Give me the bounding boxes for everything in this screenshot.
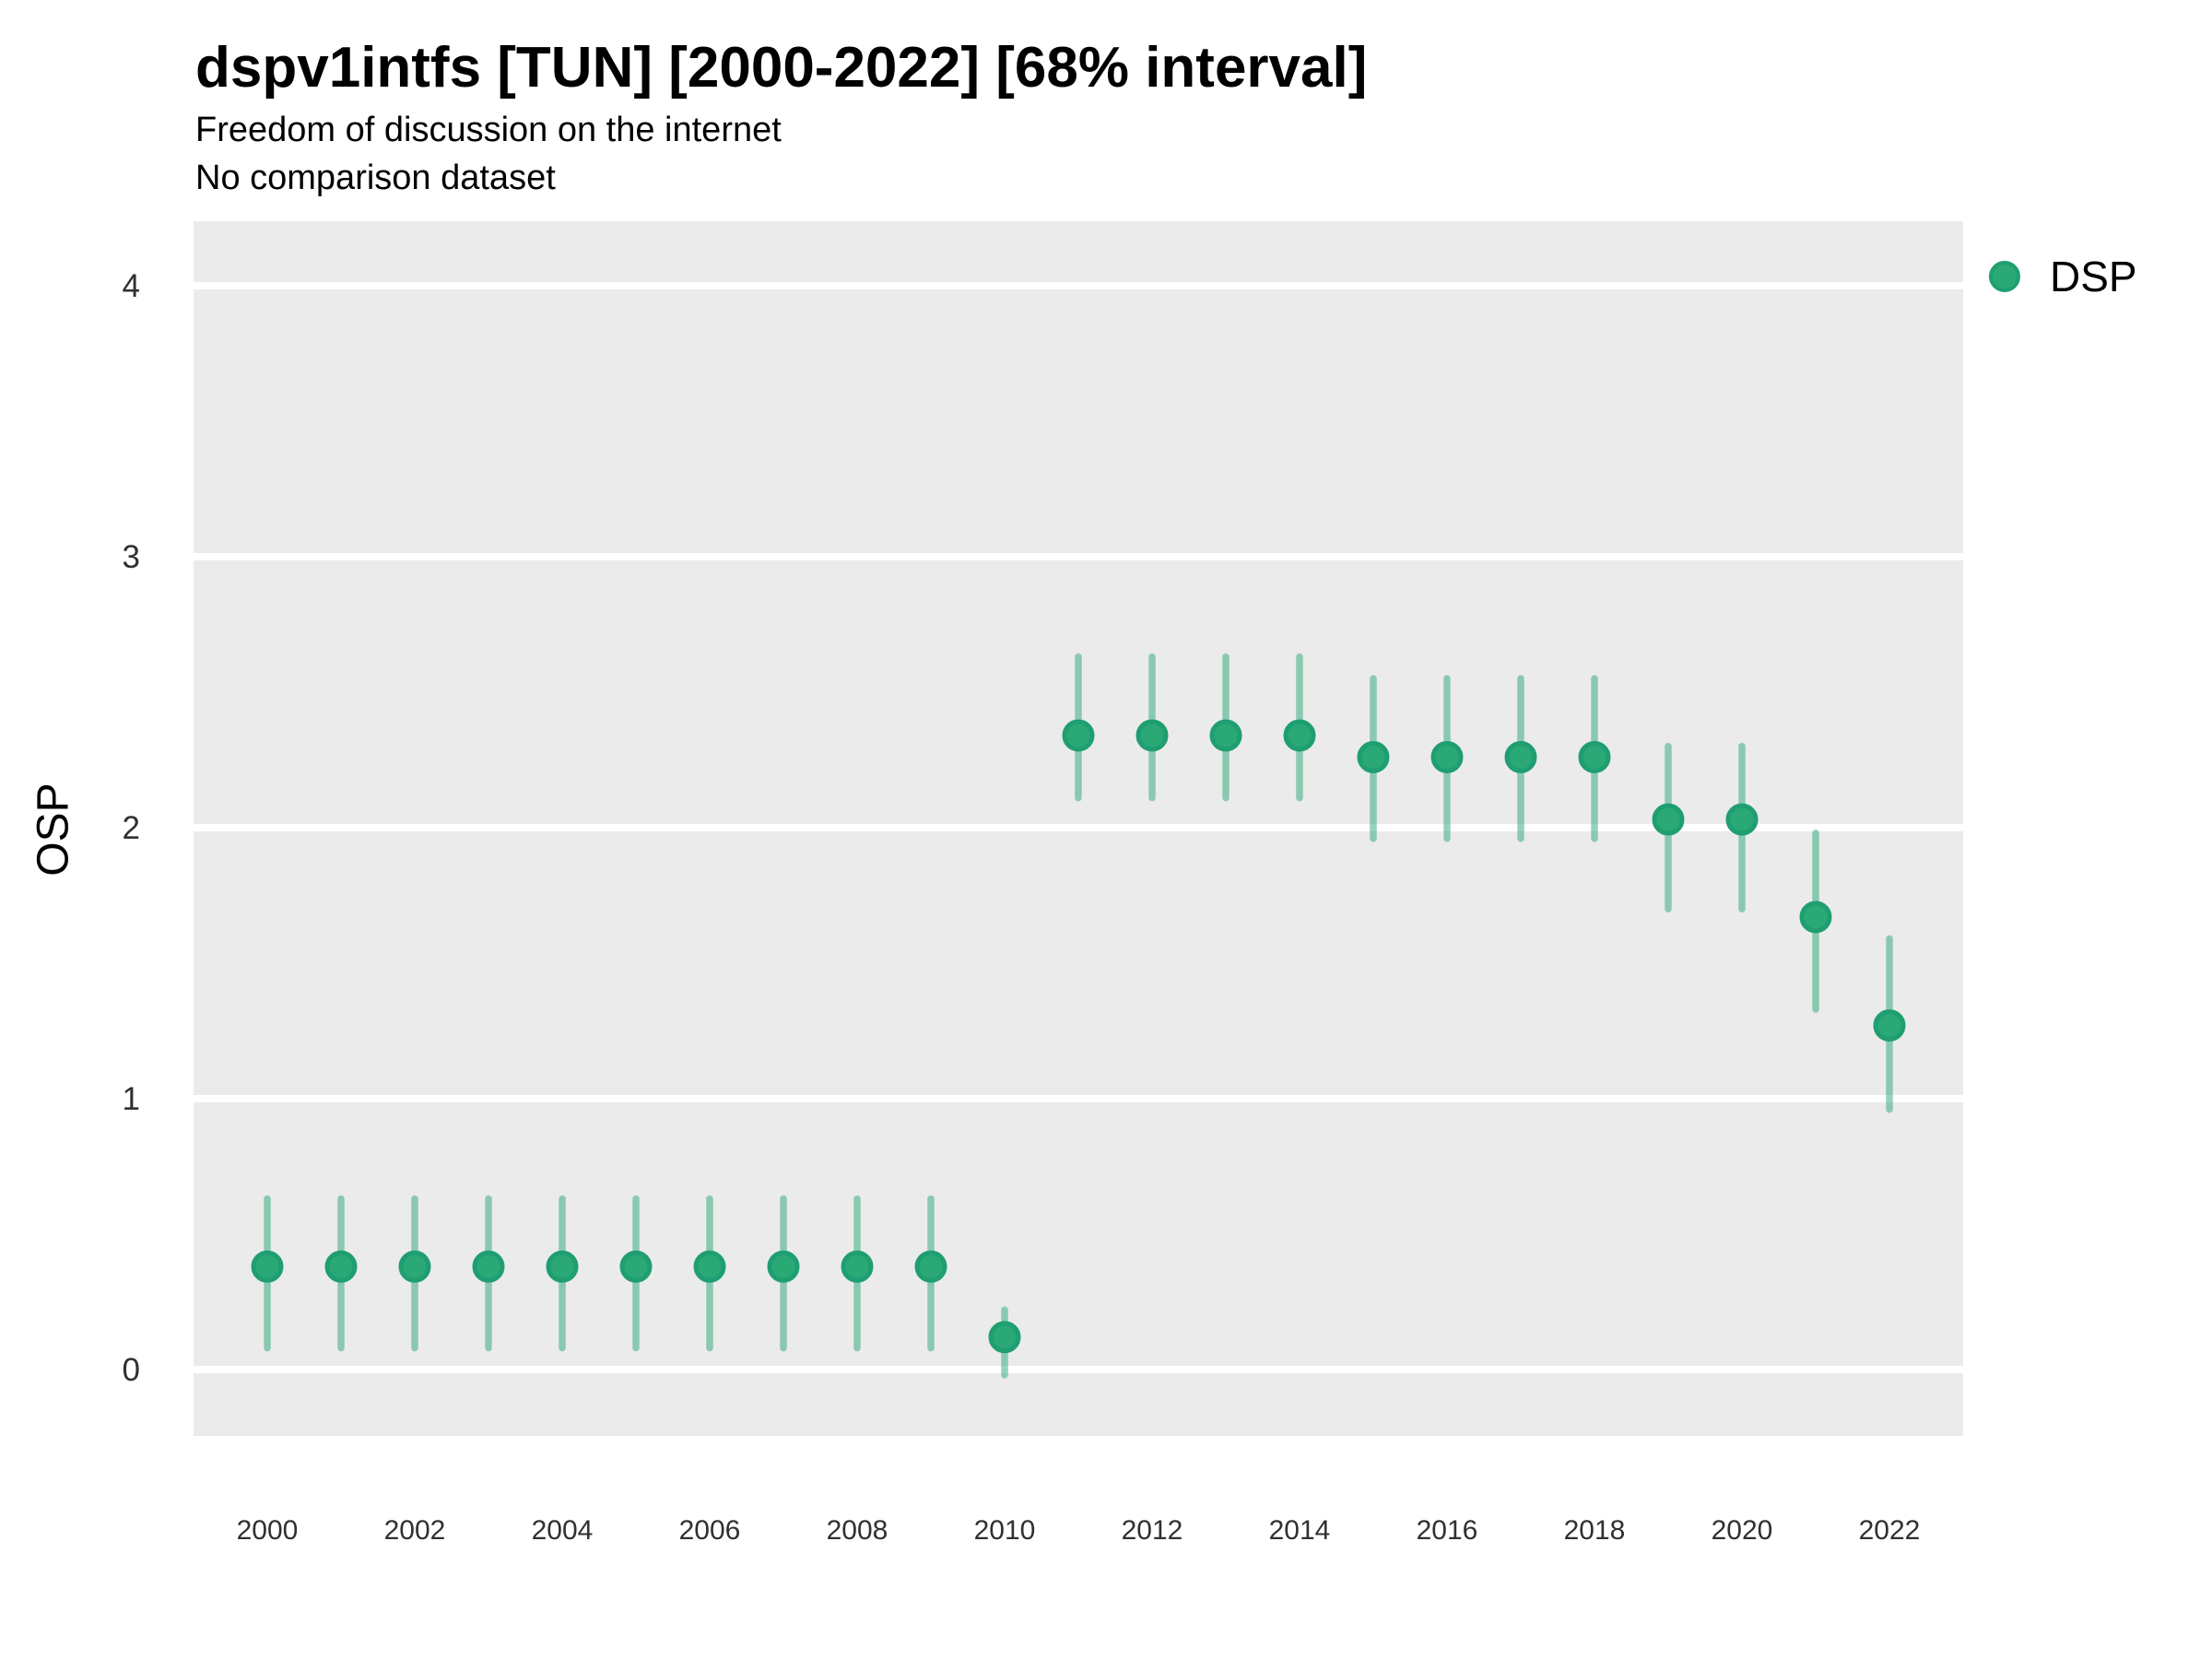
x-tick-label: 2018: [1564, 1515, 1626, 1546]
data-point: [1209, 719, 1242, 752]
legend-marker-icon: [1989, 261, 2020, 292]
data-point: [1652, 803, 1685, 836]
chart-subtitle: Freedom of discussion on the internet: [195, 111, 782, 149]
x-tick-label: 2008: [827, 1515, 888, 1546]
y-tick-label: 1: [123, 1081, 140, 1117]
data-point: [1430, 741, 1464, 774]
data-point: [1725, 803, 1759, 836]
y-tick-label: 3: [123, 539, 140, 575]
x-tick-label: 2004: [532, 1515, 594, 1546]
legend: DSP: [1989, 253, 2137, 300]
data-point: [1578, 741, 1611, 774]
chart-note: No comparison dataset: [195, 159, 556, 197]
x-tick-label: 2020: [1712, 1515, 1773, 1546]
data-point: [251, 1250, 284, 1283]
y-tick-label: 0: [123, 1352, 140, 1388]
data-point: [1799, 900, 1832, 934]
x-tick-label: 2000: [237, 1515, 299, 1546]
legend-label: DSP: [2050, 253, 2137, 300]
data-point: [1873, 1009, 1906, 1042]
data-point: [1135, 719, 1169, 752]
x-tick-label: 2016: [1417, 1515, 1478, 1546]
data-point: [1062, 719, 1095, 752]
data-point: [1504, 741, 1537, 774]
data-point: [767, 1250, 800, 1283]
y-tick-label: 2: [123, 810, 140, 846]
data-point: [472, 1250, 505, 1283]
x-tick-label: 2022: [1859, 1515, 1921, 1546]
data-point: [988, 1321, 1021, 1354]
x-tick-label: 2012: [1122, 1515, 1183, 1546]
data-point: [324, 1250, 358, 1283]
data-point: [841, 1250, 874, 1283]
x-tick-label: 2002: [384, 1515, 446, 1546]
data-point: [1357, 741, 1390, 774]
data-point: [1283, 719, 1316, 752]
x-tick-label: 2014: [1269, 1515, 1331, 1546]
x-tick-label: 2010: [974, 1515, 1036, 1546]
y-tick-label: 4: [123, 268, 140, 304]
data-point: [546, 1250, 579, 1283]
page-title: dspv1intfs [TUN] [2000-2022] [68% interv…: [195, 36, 1368, 100]
data-point: [914, 1250, 947, 1283]
data-point: [693, 1250, 726, 1283]
x-tick-label: 2006: [679, 1515, 741, 1546]
data-point: [398, 1250, 431, 1283]
data-point: [619, 1250, 653, 1283]
